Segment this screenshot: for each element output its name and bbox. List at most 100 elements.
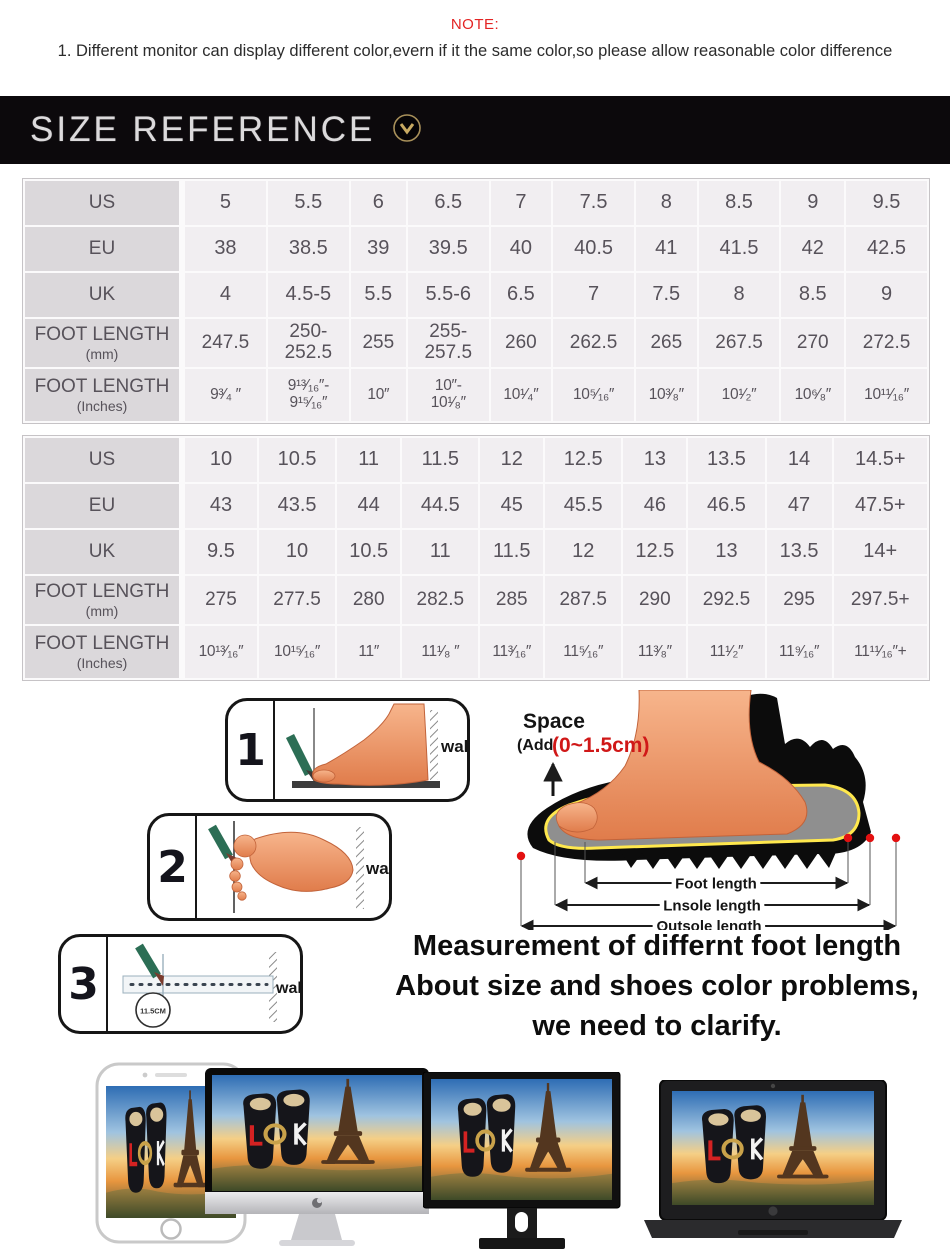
- space-add-value: (0~1.5cm): [552, 734, 649, 757]
- size-cell: 285: [480, 576, 544, 624]
- size-cell: 10¹⁄₂″: [698, 369, 780, 421]
- step-number: 3: [61, 937, 108, 1031]
- size-cell: 267.5: [698, 319, 780, 367]
- size-cell: 11⁵⁄₁₆″: [545, 626, 622, 678]
- row-label: FOOT LENGTH (mm): [25, 576, 183, 624]
- size-cell: 9¹³⁄₁₆″- 9¹⁵⁄₁₆″: [267, 369, 349, 421]
- captions: Measurement of differnt foot length Abou…: [372, 926, 942, 1046]
- size-tables: US 5 5.5 6 6.5 7 7.5 8 8.5 9 9.5 EU 38 38.5 39 39.5 40 40…: [22, 178, 930, 692]
- space-label: Space: [523, 710, 585, 733]
- size-cell: 14.5+: [833, 438, 927, 482]
- size-cell: 11¹¹⁄₁₆″+: [833, 626, 927, 678]
- size-cell: 295: [766, 576, 832, 624]
- top-foot-measure-art: wall: [208, 821, 392, 913]
- measure-step-1: 1 wall: [225, 698, 470, 802]
- size-cell: 11¹⁄₂″: [688, 626, 765, 678]
- row-label: EU: [25, 227, 183, 271]
- size-cell: 5: [185, 181, 266, 225]
- dell-logo: [768, 1206, 778, 1216]
- row-label: UK: [25, 273, 183, 317]
- size-cell: 7.5: [553, 181, 634, 225]
- size-cell: 8: [698, 273, 780, 317]
- ruler-value: 11.5CM: [140, 1007, 166, 1016]
- size-cell: 10¹¹⁄₁₆″: [846, 369, 927, 421]
- size-cell: 12: [545, 530, 622, 574]
- size-cell: 46.5: [688, 484, 765, 528]
- size-cell: 12: [480, 438, 544, 482]
- wall-label: wall: [275, 980, 303, 997]
- size-cell: 262.5: [553, 319, 634, 367]
- size-cell: 11¹⁄₈ ″: [402, 626, 479, 678]
- chevron-down-circle-icon: [391, 112, 423, 149]
- side-foot-measure-art: wall: [285, 703, 470, 788]
- size-cell: 10: [258, 530, 336, 574]
- size-cell: 250- 252.5: [267, 319, 349, 367]
- size-cell: 10¹³⁄₁₆″: [185, 626, 257, 678]
- size-cell: 7.5: [636, 273, 697, 317]
- size-cell: 39: [350, 227, 406, 271]
- size-cell: 47: [766, 484, 832, 528]
- size-cell: 45: [480, 484, 544, 528]
- size-cell: 43.5: [258, 484, 336, 528]
- size-cell: 9.5: [185, 530, 257, 574]
- size-cell: 287.5: [545, 576, 622, 624]
- size-cell: 297.5+: [833, 576, 927, 624]
- size-cell: 9: [781, 181, 845, 225]
- size-cell: 10¹⁄₄″: [490, 369, 552, 421]
- size-cell: 10¹⁵⁄₁₆″: [258, 626, 336, 678]
- size-cell: 7: [490, 181, 552, 225]
- size-table-row: FOOT LENGTH (Inches) 10¹³⁄₁₆″ 10¹⁵⁄₁₆″ 11″ 11…: [25, 626, 927, 678]
- caption-line2: About size and shoes color problems,: [395, 970, 919, 1002]
- wall-label: wall: [440, 737, 470, 756]
- row-label: UK: [25, 530, 183, 574]
- size-cell: 42: [781, 227, 845, 271]
- size-cell: 41: [636, 227, 697, 271]
- size-cell: 280: [337, 576, 401, 624]
- imac-stand: [291, 1214, 342, 1240]
- size-table-row: EU 43 43.5 44 44.5 45 45.5 46 46.5 47 47.5+: [25, 484, 927, 528]
- note-title: NOTE:: [450, 16, 500, 33]
- size-cell: 11.5: [402, 438, 479, 482]
- shoe-sole-teeth: [620, 850, 837, 869]
- devices-row: [0, 1056, 950, 1249]
- size-cell: 255- 257.5: [407, 319, 489, 367]
- size-cell: 292.5: [688, 576, 765, 624]
- size-cell: 44.5: [402, 484, 479, 528]
- size-cell: 9³⁄₄ ″: [185, 369, 266, 421]
- size-cell: 8.5: [698, 181, 780, 225]
- size-cell: 8.5: [781, 273, 845, 317]
- row-label: FOOT LENGTH (Inches): [25, 369, 183, 421]
- size-table-us5-95: US 5 5.5 6 6.5 7 7.5 8 8.5 9 9.5 EU 38 38.5 39 39.5 40 40…: [22, 178, 930, 424]
- size-table-row: FOOT LENGTH (mm) 275 277.5 280 282.5 285 287.5 2…: [25, 576, 927, 624]
- size-cell: 5.5-6: [407, 273, 489, 317]
- size-cell: 14: [766, 438, 832, 482]
- banner-title: SIZE REFERENCE: [30, 110, 376, 149]
- size-cell: 39.5: [407, 227, 489, 271]
- size-reference-banner: SIZE REFERENCE: [0, 96, 950, 164]
- size-cell: 11⁹⁄₁₆″: [766, 626, 832, 678]
- size-cell: 13: [688, 530, 765, 574]
- wall-label: wall: [365, 859, 392, 878]
- size-cell: 9.5: [846, 181, 927, 225]
- laptop-base: [644, 1220, 902, 1238]
- foot-length-diagram: Space (Add (0~1.5cm) Foot length Lnsole …: [516, 690, 901, 930]
- size-cell: 10.5: [337, 530, 401, 574]
- size-cell: 11.5: [480, 530, 544, 574]
- size-table-row: EU 38 38.5 39 39.5 40 40.5 41 41.5 42 42.5: [25, 227, 927, 271]
- size-cell: 5.5: [267, 181, 349, 225]
- laptop-device: [644, 1080, 902, 1238]
- size-table-row: FOOT LENGTH (mm) 247.5 250- 252.5 255 255- 25…: [25, 319, 927, 367]
- size-cell: 260: [490, 319, 552, 367]
- size-cell: 7: [553, 273, 634, 317]
- space-add-label: (Add: [517, 737, 553, 754]
- size-table-row: US 10 10.5 11 11.5 12 12.5 13 13.5 14 14.5+: [25, 438, 927, 482]
- size-cell: 11³⁄₁₆″: [480, 626, 544, 678]
- size-cell: 10⁶⁄₈″: [781, 369, 845, 421]
- size-cell: 6.5: [490, 273, 552, 317]
- size-cell: 13.5: [766, 530, 832, 574]
- row-label: FOOT LENGTH (Inches): [25, 626, 183, 678]
- imac-device: [205, 1068, 429, 1246]
- size-cell: 9: [846, 273, 927, 317]
- size-table-row: UK 9.5 10 10.5 11 11.5 12 12.5 13 13.5 14+: [25, 530, 927, 574]
